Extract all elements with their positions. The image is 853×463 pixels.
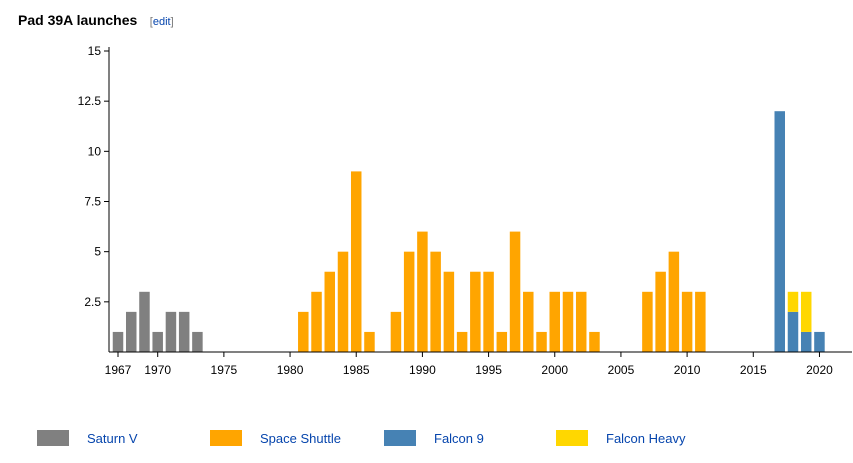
bar-saturn-v-1971 xyxy=(165,311,177,352)
bar-falcon-9-2018 xyxy=(787,311,799,352)
bar-space-shuttle-2010 xyxy=(681,291,693,352)
bar-space-shuttle-1992 xyxy=(443,271,455,352)
x-tick-label: 2020 xyxy=(806,363,833,377)
bar-space-shuttle-1996 xyxy=(496,331,508,352)
bar-space-shuttle-1982 xyxy=(311,291,322,352)
bar-space-shuttle-1997 xyxy=(509,231,521,352)
y-tick-label: 2.5 xyxy=(84,295,101,309)
x-tick-label: 1967 xyxy=(105,363,132,377)
bar-falcon-9-2017 xyxy=(774,111,785,352)
legend-item-falcon-heavy[interactable]: Falcon Heavy xyxy=(556,430,685,446)
bar-space-shuttle-1983 xyxy=(324,271,336,352)
bar-space-shuttle-1990 xyxy=(417,231,428,352)
bar-space-shuttle-1998 xyxy=(523,291,534,352)
bar-space-shuttle-1984 xyxy=(337,251,349,352)
bar-space-shuttle-2003 xyxy=(589,331,600,352)
bar-space-shuttle-1988 xyxy=(390,311,402,352)
edit-close-bracket: ] xyxy=(170,16,174,28)
legend-label[interactable]: Saturn V xyxy=(87,430,138,446)
bar-falcon-heavy-2019 xyxy=(800,291,812,332)
legend-item-falcon-9[interactable]: Falcon 9 xyxy=(384,430,484,446)
x-tick-label: 1995 xyxy=(475,363,502,377)
bar-space-shuttle-1985 xyxy=(350,171,362,352)
legend-label[interactable]: Space Shuttle xyxy=(260,430,341,446)
bar-saturn-v-1970 xyxy=(152,331,163,352)
bar-space-shuttle-2002 xyxy=(575,291,587,352)
bar-saturn-v-1972 xyxy=(178,311,190,352)
legend-swatch xyxy=(384,430,416,446)
bar-space-shuttle-1991 xyxy=(430,251,441,352)
chart-legend: Saturn V Space Shuttle Falcon 9 Falcon Heav… xyxy=(0,430,853,454)
y-tick-label: 12.5 xyxy=(78,94,102,108)
chart-header: Pad 39A launches [edit] xyxy=(18,12,174,30)
bar-saturn-v-1968 xyxy=(125,311,137,352)
legend-label[interactable]: Falcon Heavy xyxy=(606,430,686,446)
y-tick-label: 15 xyxy=(88,44,102,58)
bar-space-shuttle-1999 xyxy=(536,331,547,352)
bar-falcon-heavy-2018 xyxy=(787,291,799,312)
page-title: Pad 39A launches xyxy=(18,12,138,28)
y-tick-label: 10 xyxy=(88,144,102,158)
bar-space-shuttle-2011 xyxy=(695,291,706,352)
legend-item-saturn-v[interactable]: Saturn V xyxy=(37,430,138,446)
legend-item-space-shuttle[interactable]: Space Shuttle xyxy=(210,430,341,446)
bar-space-shuttle-1994 xyxy=(470,271,481,352)
y-tick-label: 5 xyxy=(94,245,101,259)
bar-space-shuttle-2007 xyxy=(642,291,653,352)
bar-space-shuttle-1986 xyxy=(364,331,375,352)
bar-falcon-9-2020 xyxy=(814,331,825,352)
edit-link[interactable]: edit xyxy=(152,16,171,28)
bar-falcon-9-2019 xyxy=(800,331,812,352)
edit-open-bracket: [ xyxy=(149,16,153,28)
legend-swatch xyxy=(210,430,242,446)
x-tick-label: 1985 xyxy=(343,363,370,377)
launch-chart: 2.5 5 7.5 10 12.5 15 1967 1970 1975 1980 1985 1990 1… xyxy=(78,44,852,377)
bar-saturn-v-1967 xyxy=(112,331,124,352)
x-tick-label: 1980 xyxy=(277,363,304,377)
bar-space-shuttle-2000 xyxy=(549,291,560,352)
y-tick-label: 7.5 xyxy=(84,195,101,209)
x-tick-label: 2000 xyxy=(541,363,568,377)
edit-section: [edit] xyxy=(150,16,174,28)
bar-space-shuttle-2009 xyxy=(668,251,680,352)
bar-space-shuttle-1981 xyxy=(298,311,309,352)
x-tick-label: 2010 xyxy=(674,363,701,377)
legend-swatch xyxy=(37,430,69,446)
legend-swatch xyxy=(556,430,588,446)
bar-space-shuttle-1989 xyxy=(403,251,415,352)
x-tick-label: 1990 xyxy=(409,363,436,377)
bar-space-shuttle-1993 xyxy=(456,331,468,352)
bar-space-shuttle-2001 xyxy=(562,291,574,352)
x-tick-label: 1970 xyxy=(144,363,171,377)
bar-saturn-v-1969 xyxy=(139,291,150,352)
bar-space-shuttle-2008 xyxy=(655,271,666,352)
legend-label[interactable]: Falcon 9 xyxy=(434,430,484,446)
bar-saturn-v-1973 xyxy=(192,331,203,352)
x-tick-label: 2015 xyxy=(740,363,767,377)
x-tick-label: 1975 xyxy=(211,363,238,377)
x-tick-label: 2005 xyxy=(608,363,635,377)
bar-space-shuttle-1995 xyxy=(483,271,494,352)
